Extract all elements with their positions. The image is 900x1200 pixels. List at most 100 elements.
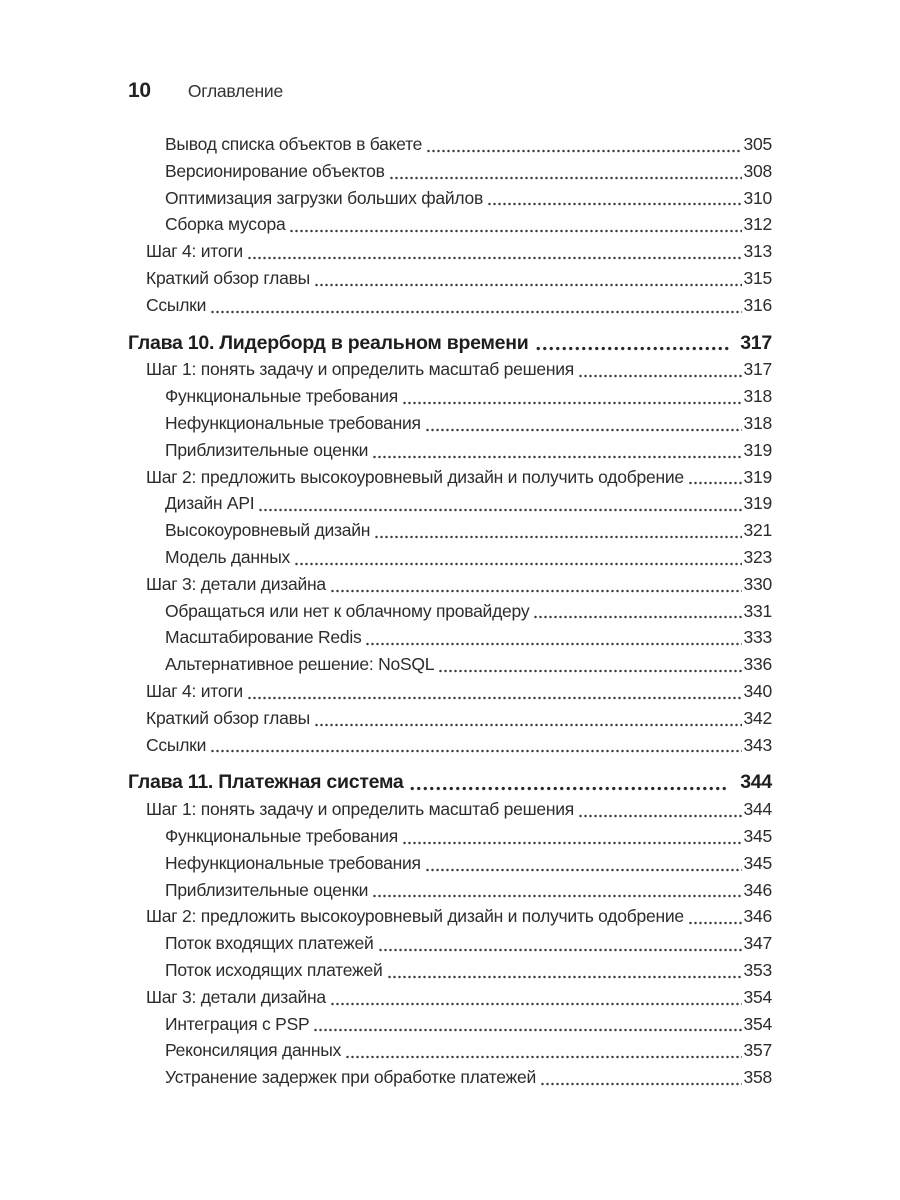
entry-page-number: 316 [743, 294, 773, 315]
entry-label: Шаг 3: детали дизайна [146, 573, 326, 594]
dot-leader [402, 383, 742, 410]
toc-entry-row: Шаг 4: итоги 313 [128, 238, 772, 265]
dot-leader [533, 597, 742, 625]
toc-entry-row: Краткий обзор главы 342 [128, 704, 773, 732]
entry-label: Приблизительные оценки [165, 879, 369, 900]
dot-leader [409, 769, 730, 797]
dot-leader [289, 211, 742, 239]
toc-chapter-row: Глава 10. Лидерборд в реальном времени 31… [128, 329, 772, 357]
dot-leader [365, 624, 742, 652]
toc-entry-row: Дизайн API 319 [128, 490, 773, 518]
entry-page-number: 343 [743, 734, 773, 755]
toc-entry-row: Шаг 3: детали дизайна 354 [128, 983, 773, 1011]
dot-leader [313, 264, 742, 292]
toc-entry-row: Нефункциональные требования 318 [128, 409, 773, 437]
toc-entry-row: Приблизительные оценки 346 [128, 876, 773, 904]
toc-entry-row: Версионирование объектов 308 [128, 157, 773, 185]
entry-page-number: 344 [743, 799, 773, 820]
entry-label: Шаг 1: понять задачу и определить масшта… [146, 799, 575, 820]
entry-page-number: 330 [743, 573, 773, 594]
dot-leader [246, 238, 742, 265]
toc-entry-row: Сборка мусора 312 [128, 211, 773, 239]
chapter-page-number: 344 [740, 771, 772, 794]
dot-leader [578, 356, 742, 384]
entry-label: Масштабирование Redis [165, 627, 362, 648]
entry-page-number: 345 [743, 852, 773, 873]
toc-entry-row: Устранение задержек при обработке платеж… [128, 1064, 772, 1091]
chapter-title: Глава 11. Платежная система [128, 771, 404, 794]
toc-entry-row: Шаг 1: понять задачу и определить масшта… [128, 356, 772, 384]
entry-label: Шаг 4: итоги [146, 241, 243, 262]
entry-page-number: 318 [743, 412, 773, 433]
entry-page-number: 357 [743, 1040, 773, 1061]
entry-label: Дизайн API [165, 493, 255, 514]
toc-section: Глава 11. Платежная система 344 Шаг 1: пон… [128, 769, 772, 1091]
entry-page-number: 342 [743, 707, 773, 728]
dot-leader [438, 651, 742, 678]
dot-leader [258, 490, 742, 518]
entry-label: Функциональные требования [165, 386, 399, 407]
dot-leader [424, 849, 742, 877]
dot-leader [210, 731, 742, 759]
toc-entry-row: Альтернативное решение: NoSQL 336 [128, 651, 772, 678]
entry-page-number: 346 [743, 906, 773, 927]
entry-label: Реконсиляция данных [165, 1040, 342, 1061]
toc-entry-row: Функциональные требования 318 [128, 383, 772, 410]
page-number: 10 [128, 79, 151, 102]
toc-entry-row: Вывод списка объектов в бакете 305 [128, 131, 772, 158]
dot-leader [377, 930, 742, 957]
toc-entry-row: Нефункциональные требования 345 [128, 849, 773, 877]
entry-page-number: 323 [743, 546, 773, 567]
entry-page-number: 315 [743, 267, 773, 288]
entry-label: Версионирование объектов [165, 160, 385, 181]
chapter-title: Глава 10. Лидерборд в реальном времени [128, 331, 529, 354]
entry-label: Шаг 2: предложить высокоуровневый дизайн… [146, 906, 684, 927]
dot-leader [246, 677, 742, 705]
table-of-contents: Вывод списка объектов в бакете 305 Версион… [128, 131, 772, 1091]
entry-page-number: 353 [743, 959, 773, 980]
dot-leader [534, 329, 730, 357]
dot-leader [687, 463, 742, 491]
entry-page-number: 321 [743, 520, 773, 541]
dot-leader [386, 956, 742, 984]
toc-entry-row: Шаг 2: предложить высокоуровневый дизайн… [128, 463, 773, 491]
toc-entry-row: Обращаться или нет к облачному провайдер… [128, 597, 773, 625]
entry-page-number: 358 [743, 1067, 773, 1088]
toc-entry-row: Краткий обзор главы 315 [128, 264, 773, 292]
dot-leader [372, 436, 742, 464]
dot-leader [329, 570, 742, 598]
entry-page-number: 346 [743, 879, 773, 900]
entry-label: Нефункциональные требования [165, 852, 421, 873]
entry-page-number: 319 [743, 466, 773, 487]
toc-chapter-row: Глава 11. Платежная система 344 [128, 769, 772, 797]
toc-section: Глава 10. Лидерборд в реальном времени 31… [128, 329, 773, 759]
toc-entry-row: Шаг 2: предложить высокоуровневый дизайн… [128, 903, 773, 931]
entry-page-number: 336 [743, 654, 773, 675]
entry-label: Оптимизация загрузки больших файлов [165, 187, 484, 208]
toc-entry-row: Ссылки 316 [128, 291, 773, 319]
entry-label: Обращаться или нет к облачному провайдер… [165, 600, 530, 621]
dot-leader [487, 184, 742, 212]
entry-page-number: 319 [743, 493, 773, 514]
dot-leader [313, 704, 742, 732]
entry-label: Шаг 2: предложить высокоуровневый дизайн… [146, 466, 684, 487]
entry-page-number: 310 [743, 187, 773, 208]
entry-page-number: 312 [743, 214, 773, 235]
entry-page-number: 308 [743, 160, 773, 181]
entry-page-number: 319 [743, 439, 773, 460]
toc-entry-row: Поток входящих платежей 347 [128, 930, 772, 957]
entry-page-number: 313 [743, 241, 773, 262]
entry-page-number: 333 [743, 627, 773, 648]
dot-leader [210, 291, 742, 319]
dot-leader [687, 903, 742, 931]
toc-entry-row: Функциональные требования 345 [128, 822, 772, 850]
entry-page-number: 354 [743, 986, 773, 1007]
entry-label: Краткий обзор главы [146, 267, 310, 288]
entry-label: Нефункциональные требования [165, 412, 421, 433]
toc-entry-row: Интеграция с PSP 354 [128, 1010, 772, 1038]
entry-label: Вывод списка объектов в бакете [165, 134, 423, 154]
toc-section: Вывод списка объектов в бакете 305 Версион… [128, 131, 772, 319]
entry-page-number: 340 [743, 680, 773, 701]
entry-label: Приблизительные оценки [165, 439, 369, 460]
entry-page-number: 331 [743, 600, 773, 621]
